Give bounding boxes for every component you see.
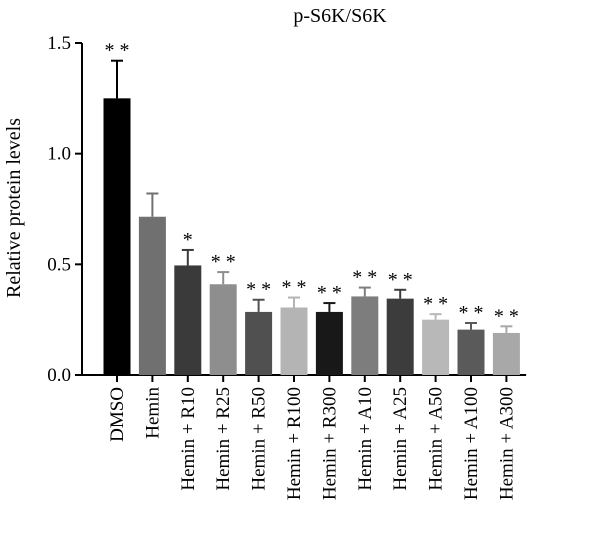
bar [138, 216, 166, 375]
x-tick-label: Hemin + R100 [284, 387, 305, 500]
y-tick-label: 1.5 [47, 33, 71, 54]
significance-label: * * [423, 293, 448, 315]
x-tick-label: Hemin + R10 [178, 387, 199, 491]
significance-label: * * [211, 251, 236, 273]
bar [422, 319, 450, 375]
bar [315, 311, 343, 375]
bar [174, 265, 202, 375]
y-tick-label: 0.0 [47, 365, 71, 386]
bar [351, 296, 379, 375]
x-tick-label: Hemin + R25 [213, 387, 234, 491]
significance-label: * * [282, 277, 307, 299]
x-tick-label: Hemin + A50 [426, 387, 447, 491]
significance-label: * * [352, 267, 377, 289]
bar [209, 284, 237, 375]
y-tick-label: 1.0 [47, 144, 71, 165]
chart-title: p-S6K/S6K [293, 5, 387, 27]
x-tick-label: Hemin + A25 [390, 387, 411, 491]
bar [457, 329, 485, 375]
significance-label: * * [105, 40, 130, 62]
y-tick-label: 0.5 [47, 254, 71, 275]
x-tick-label: Hemin + A300 [496, 387, 517, 500]
y-axis-title: Relative protein levels [3, 118, 25, 298]
bar [280, 307, 308, 375]
bar [245, 311, 273, 375]
bar [492, 332, 520, 375]
x-tick-label: DMSO [107, 387, 128, 442]
x-tick-label: Hemin + A10 [355, 387, 376, 491]
x-tick-label: Hemin [142, 387, 163, 439]
x-tick-label: Hemin + R300 [319, 387, 340, 500]
significance-label: * * [459, 302, 484, 324]
significance-label: * * [246, 279, 271, 301]
significance-label: * [183, 229, 193, 251]
significance-label: * * [317, 282, 342, 304]
significance-label: * * [494, 305, 519, 327]
x-tick-label: Hemin + R50 [249, 387, 270, 491]
x-tick-label: Hemin + A100 [461, 387, 482, 500]
bar [386, 298, 414, 375]
significance-label: * * [388, 269, 413, 291]
bar [103, 98, 131, 375]
plot-area: 0.0 0.5 1.0 1.5 * * DMSO Hemin * Hemin + R10 * * H… [47, 33, 527, 500]
